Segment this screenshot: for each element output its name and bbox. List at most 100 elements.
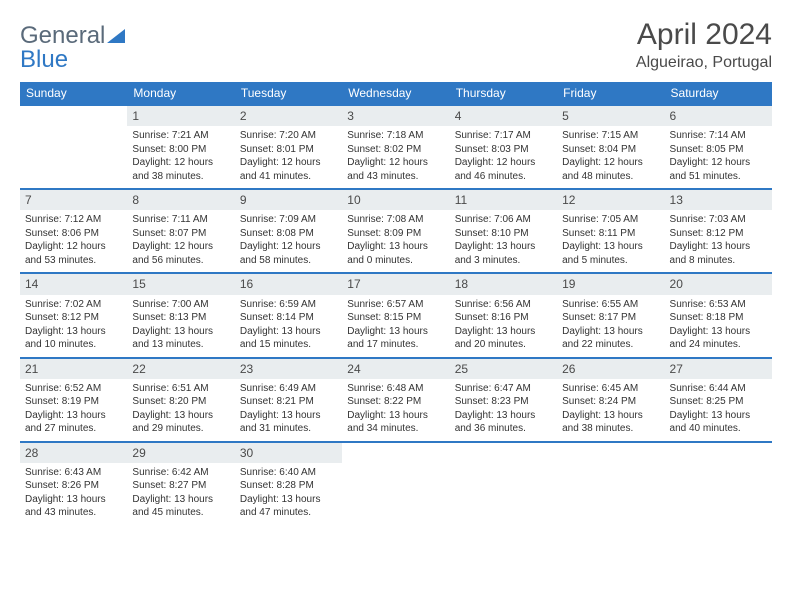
weekday-header: Tuesday	[235, 82, 342, 105]
weekday-header: Wednesday	[342, 82, 449, 105]
day-number: 30	[235, 443, 342, 463]
sunset-line: Sunset: 8:06 PM	[25, 227, 122, 241]
daylight-line: Daylight: 13 hours and 36 minutes.	[455, 409, 552, 436]
day-number: 20	[665, 274, 772, 294]
day-number: 8	[127, 190, 234, 210]
calendar-day-cell: 8Sunrise: 7:11 AMSunset: 8:07 PMDaylight…	[127, 189, 234, 273]
weekday-header: Friday	[557, 82, 664, 105]
calendar-week-row: 28Sunrise: 6:43 AMSunset: 8:26 PMDayligh…	[20, 442, 772, 525]
calendar-day-cell: 21Sunrise: 6:52 AMSunset: 8:19 PMDayligh…	[20, 358, 127, 442]
sunset-line: Sunset: 8:23 PM	[455, 395, 552, 409]
daylight-line: Daylight: 13 hours and 38 minutes.	[562, 409, 659, 436]
calendar-day-cell: 22 Sunrise: 6:51 AMSunset: 8:20 PMDayligh…	[127, 358, 234, 442]
day-number: 29	[127, 443, 234, 463]
day-number: 22	[127, 359, 234, 379]
daylight-line: Daylight: 12 hours and 48 minutes.	[562, 156, 659, 183]
calendar-day-cell: 24Sunrise: 6:48 AMSunset: 8:22 PMDayligh…	[342, 358, 449, 442]
calendar-day-cell: .	[450, 442, 557, 525]
sunset-line: Sunset: 8:17 PM	[562, 311, 659, 325]
sunset-line: Sunset: 8:10 PM	[455, 227, 552, 241]
daylight-line: Daylight: 13 hours and 45 minutes.	[132, 493, 229, 520]
sunrise-line: Sunrise: 7:03 AM	[670, 213, 767, 227]
title-block: April 2024 Algueirao, Portugal	[636, 18, 772, 72]
day-number: 11	[450, 190, 557, 210]
sunrise-line: Sunrise: 7:06 AM	[455, 213, 552, 227]
calendar-day-cell: 18Sunrise: 6:56 AMSunset: 8:16 PMDayligh…	[450, 273, 557, 357]
daylight-line: Daylight: 13 hours and 40 minutes.	[670, 409, 767, 436]
weekday-header: Thursday	[450, 82, 557, 105]
sunrise-line: Sunrise: 7:05 AM	[562, 213, 659, 227]
sunrise-line: Sunrise: 7:11 AM	[132, 213, 229, 227]
calendar-day-cell: 2Sunrise: 7:20 AMSunset: 8:01 PMDaylight…	[235, 105, 342, 189]
daylight-line: Daylight: 13 hours and 15 minutes.	[240, 325, 337, 352]
daylight-line: Daylight: 12 hours and 41 minutes.	[240, 156, 337, 183]
daylight-line: Daylight: 13 hours and 0 minutes.	[347, 240, 444, 267]
sunset-line: Sunset: 8:12 PM	[25, 311, 122, 325]
brand-part1: General	[20, 22, 105, 49]
brand-part2: Blue	[20, 48, 125, 72]
sunrise-line: Sunrise: 6:55 AM	[562, 298, 659, 312]
day-number: 27	[665, 359, 772, 379]
day-number: 15	[127, 274, 234, 294]
daylight-line: Daylight: 12 hours and 58 minutes.	[240, 240, 337, 267]
sunrise-line: Sunrise: 6:56 AM	[455, 298, 552, 312]
brand-logo: GeneralBlue	[20, 18, 125, 72]
sunset-line: Sunset: 8:11 PM	[562, 227, 659, 241]
sunrise-line: Sunrise: 6:47 AM	[455, 382, 552, 396]
sunrise-line: Sunrise: 7:15 AM	[562, 129, 659, 143]
sunset-line: Sunset: 8:08 PM	[240, 227, 337, 241]
calendar-day-cell: 19Sunrise: 6:55 AMSunset: 8:17 PMDayligh…	[557, 273, 664, 357]
day-number: 14	[20, 274, 127, 294]
calendar-day-cell: 9Sunrise: 7:09 AMSunset: 8:08 PMDaylight…	[235, 189, 342, 273]
header: GeneralBlue April 2024 Algueirao, Portug…	[20, 18, 772, 72]
calendar-day-cell: 12Sunrise: 7:05 AMSunset: 8:11 PMDayligh…	[557, 189, 664, 273]
sunset-line: Sunset: 8:05 PM	[670, 143, 767, 157]
day-number: 7	[20, 190, 127, 210]
sunrise-line: Sunrise: 7:12 AM	[25, 213, 122, 227]
calendar-day-cell: .	[20, 105, 127, 189]
calendar-body: .1Sunrise: 7:21 AMSunset: 8:00 PMDayligh…	[20, 105, 772, 525]
calendar-page: GeneralBlue April 2024 Algueirao, Portug…	[0, 0, 792, 535]
calendar-week-row: 21Sunrise: 6:52 AMSunset: 8:19 PMDayligh…	[20, 358, 772, 442]
daylight-line: Daylight: 13 hours and 27 minutes.	[25, 409, 122, 436]
daylight-line: Daylight: 13 hours and 29 minutes.	[132, 409, 229, 436]
calendar-day-cell: 30Sunrise: 6:40 AMSunset: 8:28 PMDayligh…	[235, 442, 342, 525]
sunset-line: Sunset: 8:25 PM	[670, 395, 767, 409]
day-number: 25	[450, 359, 557, 379]
sunset-line: Sunset: 8:13 PM	[132, 311, 229, 325]
day-number: 3	[342, 106, 449, 126]
calendar-day-cell: 16Sunrise: 6:59 AMSunset: 8:14 PMDayligh…	[235, 273, 342, 357]
day-number: 19	[557, 274, 664, 294]
sunrise-line: Sunrise: 6:52 AM	[25, 382, 122, 396]
sunrise-line: Sunrise: 6:53 AM	[670, 298, 767, 312]
page-subtitle: Algueirao, Portugal	[636, 54, 772, 72]
calendar-day-cell: 7Sunrise: 7:12 AMSunset: 8:06 PMDaylight…	[20, 189, 127, 273]
sunrise-line: Sunrise: 6:57 AM	[347, 298, 444, 312]
sunset-line: Sunset: 8:19 PM	[25, 395, 122, 409]
daylight-line: Daylight: 13 hours and 17 minutes.	[347, 325, 444, 352]
sunset-line: Sunset: 8:20 PM	[132, 395, 229, 409]
day-number: 12	[557, 190, 664, 210]
sunrise-line: Sunrise: 7:18 AM	[347, 129, 444, 143]
calendar-week-row: 7 Sunrise: 7:12 AMSunset: 8:06 PM Daylight…	[20, 189, 772, 273]
calendar-day-cell: 4Sunrise: 7:17 AMSunset: 8:03 PMDaylight…	[450, 105, 557, 189]
day-number: 2	[235, 106, 342, 126]
calendar-day-cell: 14Sunrise: 7:02 AMSunset: 8:12 PMDayligh…	[20, 273, 127, 357]
sunrise-line: Sunrise: 6:51 AM	[132, 382, 229, 396]
sunrise-line: Sunrise: 6:45 AM	[562, 382, 659, 396]
sunrise-line: Sunrise: 6:48 AM	[347, 382, 444, 396]
sunset-line: Sunset: 8:21 PM	[240, 395, 337, 409]
daylight-line: Daylight: 13 hours and 13 minutes.	[132, 325, 229, 352]
weekday-header: Monday	[127, 82, 234, 105]
sunrise-line: Sunrise: 6:59 AM	[240, 298, 337, 312]
calendar-week-row: .1Sunrise: 7:21 AMSunset: 8:00 PMDayligh…	[20, 105, 772, 189]
daylight-line: Daylight: 13 hours and 24 minutes.	[670, 325, 767, 352]
weekday-header: Saturday	[665, 82, 772, 105]
daylight-line: Daylight: 13 hours and 31 minutes.	[240, 409, 337, 436]
daylight-line: Daylight: 13 hours and 10 minutes.	[25, 325, 122, 352]
calendar-day-cell: 28Sunrise: 6:43 AMSunset: 8:26 PMDayligh…	[20, 442, 127, 525]
daylight-line: Daylight: 13 hours and 34 minutes.	[347, 409, 444, 436]
daylight-line: Daylight: 12 hours and 56 minutes.	[132, 240, 229, 267]
logo-triangle-icon	[107, 29, 125, 43]
calendar-day-cell: .	[665, 442, 772, 525]
